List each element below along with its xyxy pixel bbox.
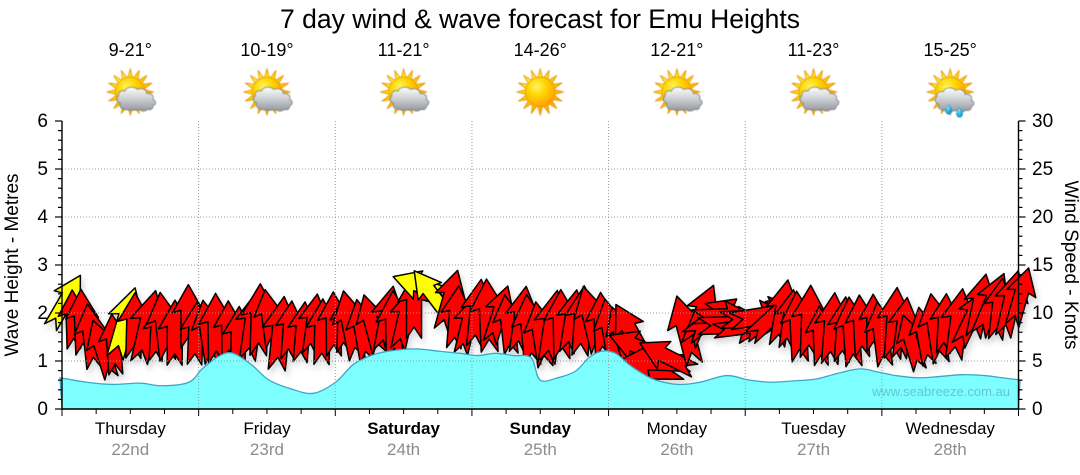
svg-text:www.seabreeze.com.au: www.seabreeze.com.au xyxy=(871,384,1010,399)
svg-text:25: 25 xyxy=(1032,159,1053,180)
svg-text:9-21°: 9-21° xyxy=(109,40,152,60)
svg-text:10: 10 xyxy=(1032,303,1053,324)
svg-text:15-25°: 15-25° xyxy=(924,40,977,60)
svg-text:20: 20 xyxy=(1032,207,1053,228)
svg-text:1: 1 xyxy=(37,351,48,372)
svg-text:12-21°: 12-21° xyxy=(650,40,703,60)
svg-text:6: 6 xyxy=(37,111,48,132)
svg-text:5: 5 xyxy=(37,159,48,180)
svg-text:0: 0 xyxy=(37,399,48,420)
svg-text:Wave Height - Metres: Wave Height - Metres xyxy=(2,173,23,356)
svg-text:10-19°: 10-19° xyxy=(240,40,293,60)
svg-text:15: 15 xyxy=(1032,255,1053,276)
svg-text:11-23°: 11-23° xyxy=(788,40,840,60)
svg-text:0: 0 xyxy=(1032,399,1043,420)
svg-text:4: 4 xyxy=(37,207,48,228)
svg-text:14-26°: 14-26° xyxy=(514,40,567,60)
svg-text:2: 2 xyxy=(37,303,48,324)
svg-text:5: 5 xyxy=(1032,351,1043,372)
svg-text:30: 30 xyxy=(1032,111,1053,132)
svg-text:Wind Speed - Knots: Wind Speed - Knots xyxy=(1060,181,1080,350)
svg-text:11-21°: 11-21° xyxy=(378,40,430,60)
svg-text:3: 3 xyxy=(37,255,48,276)
